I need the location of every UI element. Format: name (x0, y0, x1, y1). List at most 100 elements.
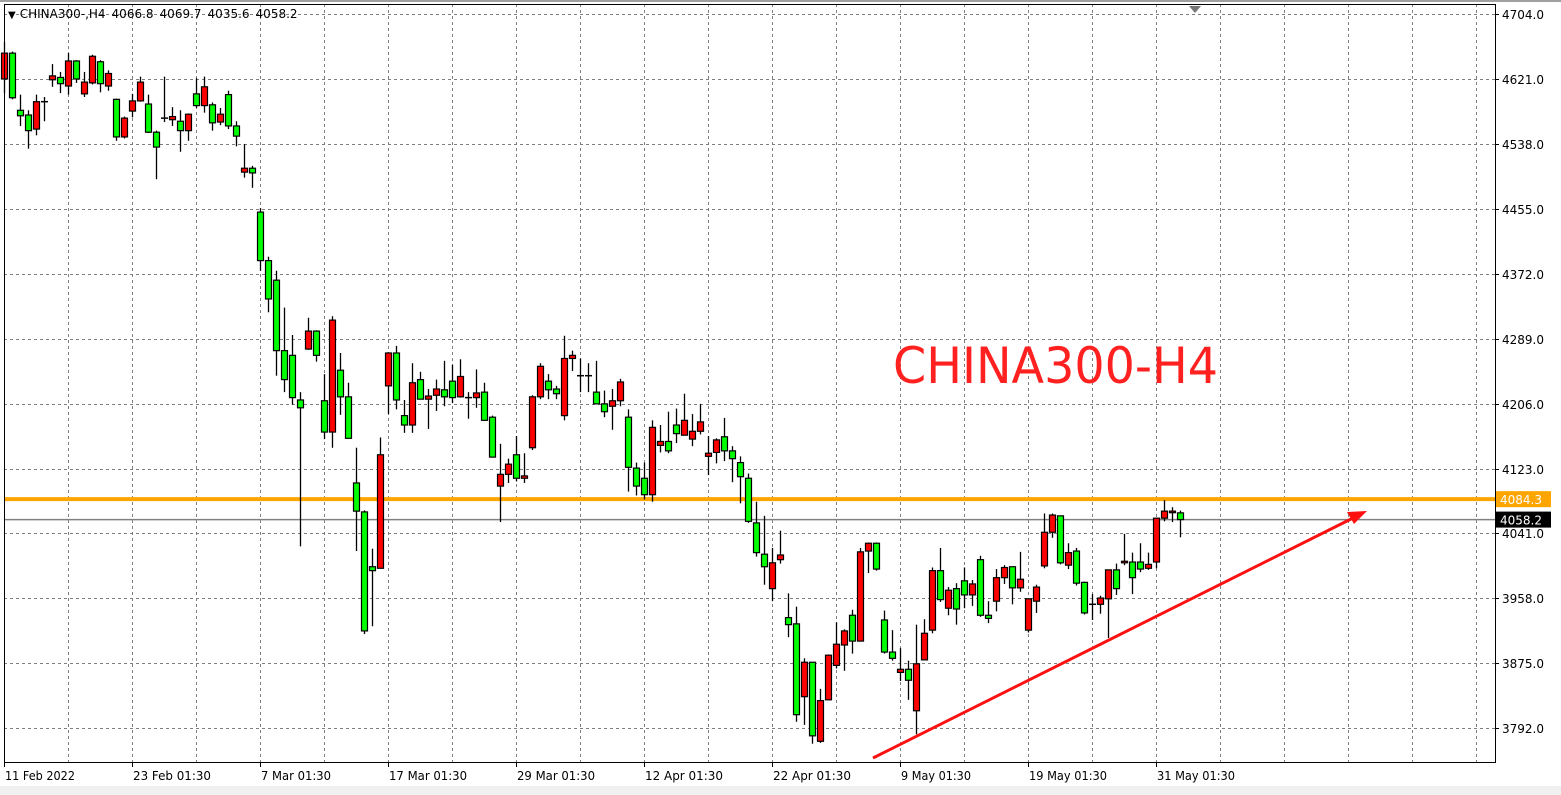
candle-body-up (824, 654, 833, 701)
candle-body-up (496, 473, 505, 487)
candle (688, 414, 697, 447)
candle (64, 53, 73, 95)
candle-body-up (560, 357, 569, 417)
candle-body-down (544, 380, 553, 391)
price-tick-label: 3875.0 (1502, 657, 1544, 671)
candle (664, 411, 673, 454)
candle (1032, 584, 1041, 613)
candle (608, 389, 617, 430)
candle (72, 60, 81, 83)
candle-body-down (752, 522, 761, 554)
candle-body-up (1024, 598, 1033, 631)
candle-body-up (768, 562, 777, 590)
candle (768, 547, 777, 602)
price-tick-label: 4041.0 (1502, 527, 1544, 541)
candle (96, 60, 105, 93)
candle-body-up (64, 60, 73, 87)
time-axis[interactable]: 11 Feb 2022 23 Feb 01:30 7 Mar 01:30 17 Mar… (4, 762, 1236, 783)
candle-body-down (352, 482, 361, 512)
candle-body-down (1080, 581, 1089, 614)
candle (1024, 598, 1033, 633)
candle-body-up (520, 475, 529, 479)
bid-price-tag-bg (1496, 511, 1551, 528)
candle-body-up (928, 570, 937, 631)
chart-shift-marker-icon[interactable] (1189, 6, 1201, 13)
price-tick-label: 4455.0 (1502, 203, 1544, 217)
candle (184, 113, 193, 141)
chart-annotation-text[interactable]: CHINA300-H4 (893, 337, 1218, 395)
low-value: 4035.6 (207, 7, 250, 21)
time-tick-label: 22 Apr 01:30 (773, 769, 851, 783)
candle-body-up (816, 699, 825, 742)
trend-arrow-line[interactable] (872, 515, 1356, 760)
candle-body-up (328, 319, 337, 433)
candle (536, 363, 545, 400)
candle-body-down (488, 416, 497, 458)
candle (736, 456, 745, 504)
candle (1120, 533, 1129, 566)
candle (408, 363, 417, 433)
candle-body-up (200, 86, 209, 107)
candle-body-up (680, 419, 689, 436)
candle (48, 64, 57, 87)
candle-body-down (744, 477, 753, 522)
status-strip (0, 786, 1561, 795)
candle-body-up (128, 100, 137, 112)
candle-body-down (224, 94, 233, 127)
candle-body-up (32, 101, 41, 130)
candle (224, 90, 233, 130)
candle (120, 116, 129, 139)
close-value: 4058.2 (255, 7, 298, 21)
candle (1176, 510, 1185, 538)
candle-body-down (360, 511, 369, 632)
candle-body-down (400, 415, 409, 426)
candle-body-up (424, 395, 433, 400)
arrow-head-icon[interactable] (1347, 511, 1367, 524)
candle (984, 601, 993, 624)
candle (792, 606, 801, 722)
candle (568, 350, 577, 371)
candle-body-up (88, 55, 97, 84)
candle-body-down (192, 93, 201, 107)
candle (336, 352, 345, 415)
candle (264, 256, 273, 313)
candle (24, 110, 33, 149)
candle-body-down (600, 403, 609, 413)
candle (352, 447, 361, 552)
candle (1000, 565, 1009, 584)
candle-body-up (800, 661, 809, 698)
candle (200, 76, 209, 113)
candle (904, 660, 913, 700)
time-tick-label: 9 May 01:30 (901, 769, 971, 783)
candle-body-down (152, 131, 161, 148)
candle (624, 409, 633, 492)
candle-body-down (1128, 561, 1137, 579)
candle (760, 515, 769, 585)
candle-body-down (640, 477, 649, 496)
candle-body-down (760, 553, 769, 568)
candle-body-down (1176, 512, 1185, 521)
trend-arrow[interactable] (872, 511, 1367, 760)
triangle-down-icon[interactable]: ▼ (8, 10, 16, 21)
candle (552, 385, 561, 400)
price-axis[interactable]: 4704.0 4621.0 4538.0 4455.0 4372.0 4289.0 4206… (1495, 8, 1551, 736)
candle (384, 352, 393, 415)
candle-body-down (312, 330, 321, 356)
candle-body-down (720, 436, 729, 452)
candle (112, 98, 121, 141)
candle (800, 658, 809, 725)
candle-body-up (48, 75, 57, 81)
candle (1072, 547, 1081, 586)
candle-body-down (16, 109, 25, 117)
candle-body-up (104, 72, 113, 87)
candle (448, 364, 457, 404)
candle-body-down (288, 354, 297, 399)
candle (128, 93, 137, 118)
candles (0, 42, 1185, 744)
candle (136, 76, 145, 102)
candle (144, 94, 153, 133)
candle (328, 316, 337, 448)
candle (376, 437, 385, 569)
candle-body-down (1072, 550, 1081, 584)
